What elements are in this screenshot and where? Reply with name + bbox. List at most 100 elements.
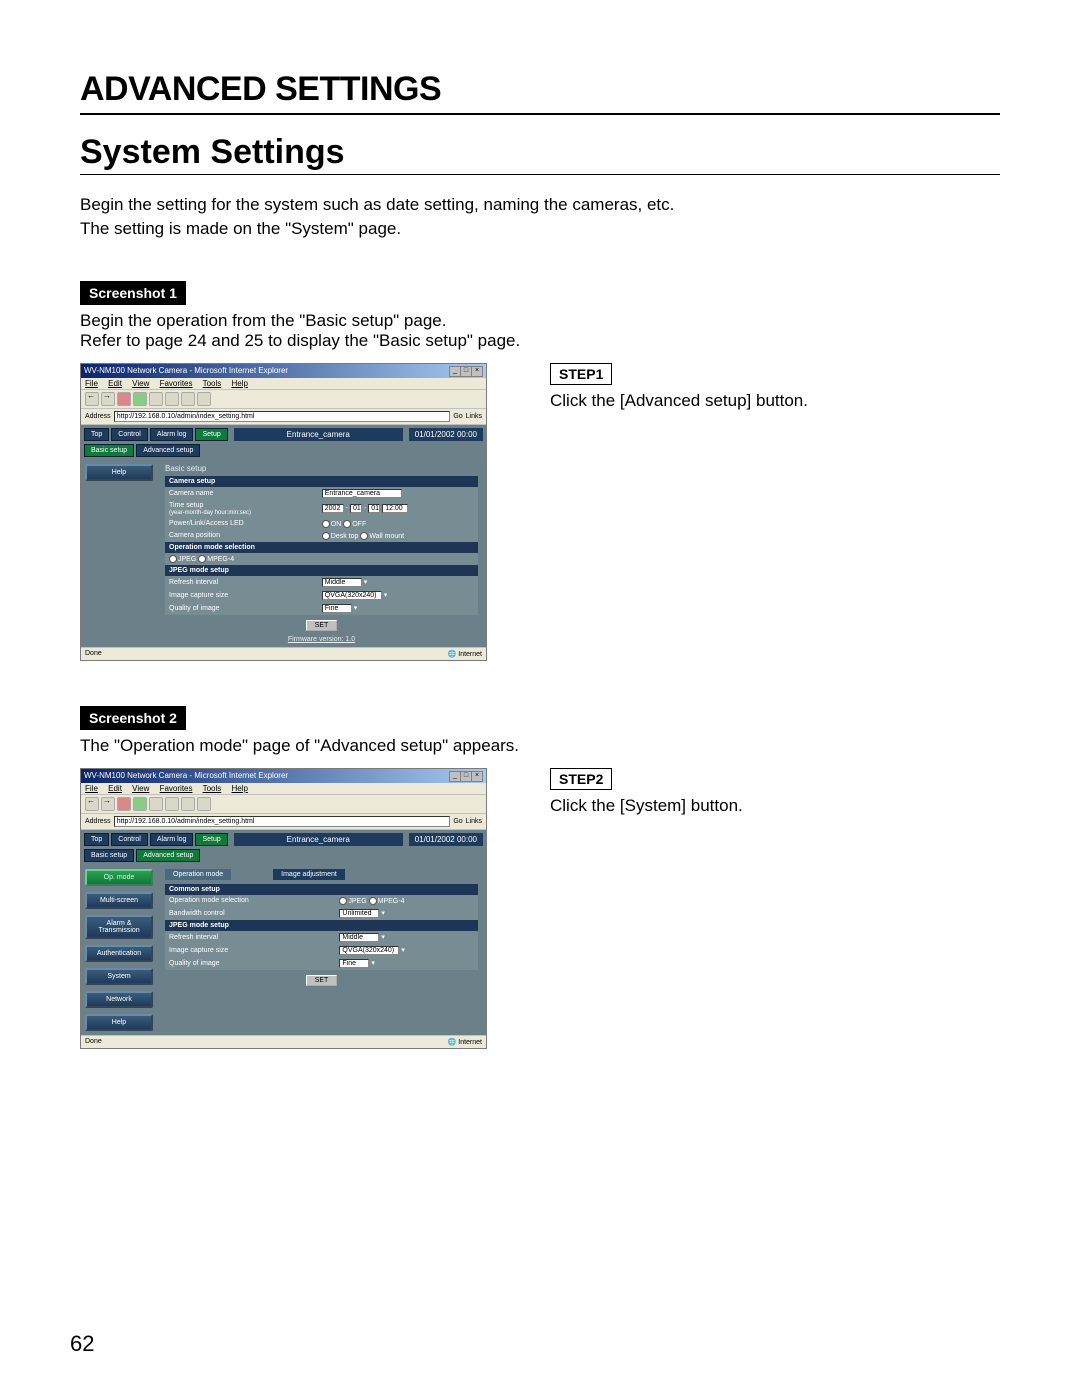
intro-line1: Begin the setting for the system such as… <box>80 195 674 214</box>
menu2-edit[interactable]: Edit <box>108 784 122 793</box>
links-label-2[interactable]: Links <box>466 818 482 825</box>
input-camera-name[interactable]: Entrance_camera <box>322 489 402 498</box>
time-y[interactable]: 2002 <box>322 504 344 513</box>
search-icon[interactable] <box>165 392 179 406</box>
set-button[interactable]: SET <box>306 620 338 631</box>
tab-alarm[interactable]: Alarm log <box>150 428 194 441</box>
pos-desk[interactable]: Desk top <box>331 532 359 539</box>
home-icon[interactable] <box>149 392 163 406</box>
side-system-button[interactable]: System <box>85 968 153 985</box>
tab2-alarm[interactable]: Alarm log <box>150 833 194 846</box>
favorites-icon[interactable] <box>181 392 195 406</box>
menu-bar[interactable]: File Edit View Favorites Tools Help <box>81 378 486 390</box>
menu-file[interactable]: File <box>85 379 98 388</box>
side-help-button[interactable]: Help <box>85 464 153 481</box>
time-l: Time setup <box>169 502 203 509</box>
section-camera-setup: Camera setup <box>165 476 478 487</box>
side-alarm-button[interactable]: Alarm & Transmission <box>85 915 153 939</box>
close-icon[interactable]: × <box>471 366 483 377</box>
menu2-help[interactable]: Help <box>232 784 248 793</box>
subtab2-advanced[interactable]: Advanced setup <box>136 849 200 862</box>
select-bandwidth[interactable]: Unlimited <box>339 909 379 918</box>
side-help-button-2[interactable]: Help <box>85 1014 153 1031</box>
menu2-tools[interactable]: Tools <box>203 784 222 793</box>
time-d[interactable]: 01 <box>368 504 380 513</box>
pos-wall[interactable]: Wall mount <box>369 532 404 539</box>
side-auth-button[interactable]: Authentication <box>85 945 153 962</box>
subtab-basic[interactable]: Basic setup <box>84 444 134 457</box>
side-network-button[interactable]: Network <box>85 991 153 1008</box>
close-icon-2[interactable]: × <box>471 771 483 782</box>
menu-favorites[interactable]: Favorites <box>160 379 193 388</box>
select-quality[interactable]: Fine <box>322 604 352 613</box>
stop-icon-2[interactable] <box>117 797 131 811</box>
select-size[interactable]: QVGA(320x240) <box>322 591 382 600</box>
url-input[interactable]: http://192.168.0.10/admin/index_setting.… <box>114 411 451 422</box>
select-refresh-2[interactable]: Middle <box>339 933 379 942</box>
url-input-2[interactable]: http://192.168.0.10/admin/index_setting.… <box>114 816 451 827</box>
refresh-icon-2[interactable] <box>133 797 147 811</box>
opmode2-mpeg[interactable]: MPEG-4 <box>378 897 405 904</box>
select-quality-2[interactable]: Fine <box>339 959 369 968</box>
menu-edit[interactable]: Edit <box>108 379 122 388</box>
time-hm[interactable]: 12:00 <box>382 504 408 513</box>
sub-title: System Settings <box>80 133 1000 172</box>
tab2-setup[interactable]: Setup <box>195 833 227 846</box>
set-button-2[interactable]: SET <box>306 975 338 986</box>
forward-icon-2[interactable] <box>101 797 115 811</box>
status-done-2: Done <box>85 1038 102 1046</box>
subtab2-basic[interactable]: Basic setup <box>84 849 134 862</box>
refresh-icon[interactable] <box>133 392 147 406</box>
tab-setup[interactable]: Setup <box>195 428 227 441</box>
window-controls-2[interactable]: _□× <box>450 770 483 782</box>
menu2-favorites[interactable]: Favorites <box>160 784 193 793</box>
radio-opmode[interactable]: JPEG MPEG-4 <box>165 553 478 565</box>
opmode2-jpeg[interactable]: JPEG <box>348 897 366 904</box>
opmode-mpeg[interactable]: MPEG-4 <box>207 555 234 562</box>
menu2-file[interactable]: File <box>85 784 98 793</box>
menu-view[interactable]: View <box>132 379 149 388</box>
time-m[interactable]: 01 <box>350 504 362 513</box>
go-button[interactable]: Go <box>453 413 462 420</box>
stop-icon[interactable] <box>117 392 131 406</box>
subpanel-imageadj[interactable]: Image adjustment <box>273 869 345 880</box>
select-refresh[interactable]: Middle <box>322 578 362 587</box>
side-multi-button[interactable]: Multi-screen <box>85 892 153 909</box>
camera-title-2: Entrance_camera <box>234 833 403 846</box>
firmware-link[interactable]: Firmware version: 1.0 <box>165 636 478 643</box>
forward-icon[interactable] <box>101 392 115 406</box>
back-icon[interactable] <box>85 392 99 406</box>
opmode-jpeg[interactable]: JPEG <box>178 555 196 562</box>
history-icon-2[interactable] <box>197 797 211 811</box>
toolbar[interactable] <box>81 390 486 409</box>
radio-led[interactable]: ON OFF <box>318 518 478 530</box>
menu-bar-2[interactable]: File Edit View Favorites Tools Help <box>81 783 486 795</box>
home-icon-2[interactable] <box>149 797 163 811</box>
history-icon[interactable] <box>197 392 211 406</box>
tab2-control[interactable]: Control <box>111 833 148 846</box>
radio-position[interactable]: Desk top Wall mount <box>318 530 478 542</box>
tab2-top[interactable]: Top <box>84 833 109 846</box>
links-label[interactable]: Links <box>466 413 482 420</box>
menu2-view[interactable]: View <box>132 784 149 793</box>
search-icon-2[interactable] <box>165 797 179 811</box>
subpanel-opmode[interactable]: Operation mode <box>165 869 231 880</box>
tab-top[interactable]: Top <box>84 428 109 441</box>
browser-window-1: WV-NM100 Network Camera - Microsoft Inte… <box>80 363 487 661</box>
led-off[interactable]: OFF <box>352 520 366 527</box>
back-icon-2[interactable] <box>85 797 99 811</box>
menu-tools[interactable]: Tools <box>203 379 222 388</box>
subtab-advanced[interactable]: Advanced setup <box>136 444 200 457</box>
input-time[interactable]: 2002 - 01 - 01 12:00 <box>318 500 478 518</box>
status-done: Done <box>85 650 102 658</box>
toolbar-2[interactable] <box>81 795 486 814</box>
side-opmode-button[interactable]: Op. mode <box>85 869 153 886</box>
window-controls[interactable]: _□× <box>450 365 483 377</box>
led-on[interactable]: ON <box>331 520 342 527</box>
go-button-2[interactable]: Go <box>453 818 462 825</box>
radio-opmode-2[interactable]: JPEG MPEG-4 <box>335 895 478 907</box>
favorites-icon-2[interactable] <box>181 797 195 811</box>
tab-control[interactable]: Control <box>111 428 148 441</box>
menu-help[interactable]: Help <box>232 379 248 388</box>
select-size-2[interactable]: QVGA(320x240) <box>339 946 399 955</box>
